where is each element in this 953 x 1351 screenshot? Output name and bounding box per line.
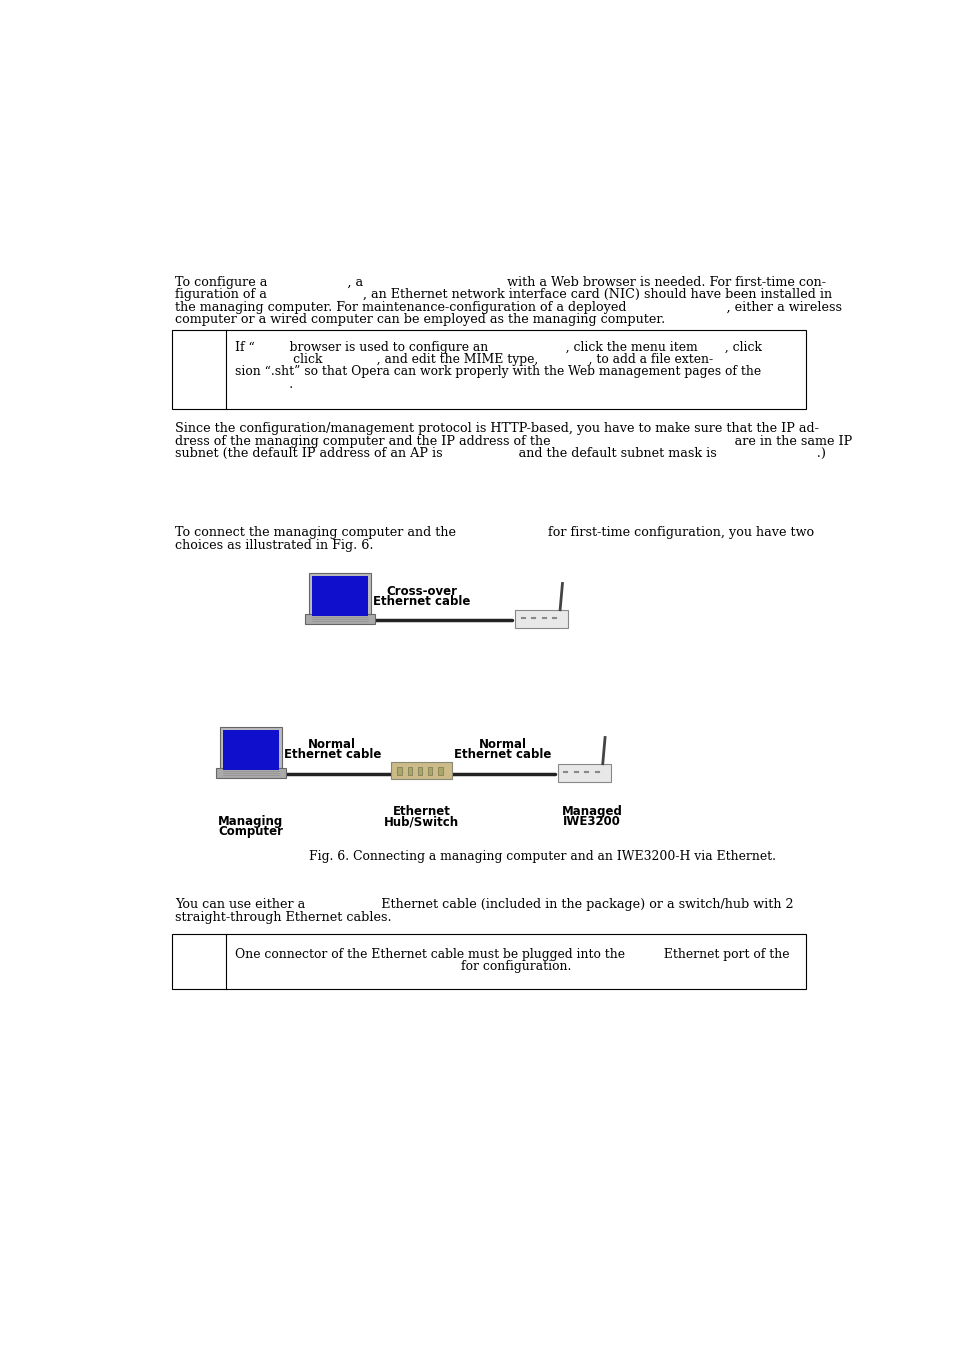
Text: for configuration.: for configuration. [460, 959, 571, 973]
Bar [312, 576, 368, 616]
Text: Ethernet cable: Ethernet cable [283, 748, 380, 761]
Text: You can use either a                   Ethernet cable (included in the package) : You can use either a Ethernet cable (inc… [174, 898, 793, 911]
Text: straight-through Ethernet cables.: straight-through Ethernet cables. [174, 911, 392, 924]
Text: Normal: Normal [308, 738, 356, 751]
Text: dress of the managing computer and the IP address of the                        : dress of the managing computer and the I… [174, 435, 851, 447]
Text: Fig. 6. Connecting a managing computer and an IWE3200-H via Ethernet.: Fig. 6. Connecting a managing computer a… [309, 850, 776, 863]
Text: the managing computer. For maintenance-configuration of a deployed              : the managing computer. For maintenance-c… [174, 301, 841, 313]
Text: .: . [235, 378, 294, 390]
Bar [172, 330, 805, 408]
Bar [220, 727, 282, 771]
Bar [216, 769, 286, 778]
Text: Cross-over: Cross-over [386, 585, 456, 598]
Text: Since the configuration/management protocol is HTTP-based, you have to make sure: Since the configuration/management proto… [174, 423, 818, 435]
Text: Ethernet: Ethernet [392, 805, 450, 819]
Text: Ethernet cable: Ethernet cable [454, 748, 551, 761]
Text: click              , and edit the MIME type,             , to add a file exten-: click , and edit the MIME type, , to add… [235, 353, 713, 366]
Bar [396, 767, 401, 775]
Bar [438, 767, 442, 775]
Bar [309, 573, 371, 617]
Bar [407, 767, 412, 775]
Text: Computer: Computer [218, 825, 283, 838]
Text: figuration of a                        , an Ethernet network interface card (NIC: figuration of a , an Ethernet network in… [174, 288, 831, 301]
Bar [223, 730, 278, 770]
Bar [417, 767, 421, 775]
Text: Hub/Switch: Hub/Switch [383, 815, 458, 828]
Bar [515, 609, 567, 628]
Text: To configure a                    , a                                    with a : To configure a , a with a [174, 276, 825, 289]
Bar [558, 763, 610, 782]
Bar [391, 762, 452, 780]
Bar [172, 934, 805, 989]
Text: Normal: Normal [478, 738, 526, 751]
Text: Managing: Managing [218, 815, 283, 828]
Text: To connect the managing computer and the                       for first-time co: To connect the managing computer and the… [174, 527, 813, 539]
Text: sion “.sht” so that Opera can work properly with the Web management pages of the: sion “.sht” so that Opera can work prope… [235, 365, 760, 378]
Text: If “         browser is used to configure an                    , click the menu: If “ browser is used to configure an , c… [235, 340, 761, 354]
Bar [305, 615, 375, 624]
Text: Managed: Managed [561, 805, 621, 819]
Text: computer or a wired computer can be employed as the managing computer.: computer or a wired computer can be empl… [174, 313, 664, 326]
Text: choices as illustrated in Fig. 6.: choices as illustrated in Fig. 6. [174, 539, 374, 551]
Text: Ethernet cable: Ethernet cable [373, 594, 470, 608]
Bar [428, 767, 432, 775]
Text: subnet (the default IP address of an AP is                   and the default sub: subnet (the default IP address of an AP … [174, 447, 825, 461]
Text: One connector of the Ethernet cable must be plugged into the          Ethernet p: One connector of the Ethernet cable must… [235, 947, 789, 961]
Text: IWE3200: IWE3200 [562, 815, 620, 828]
